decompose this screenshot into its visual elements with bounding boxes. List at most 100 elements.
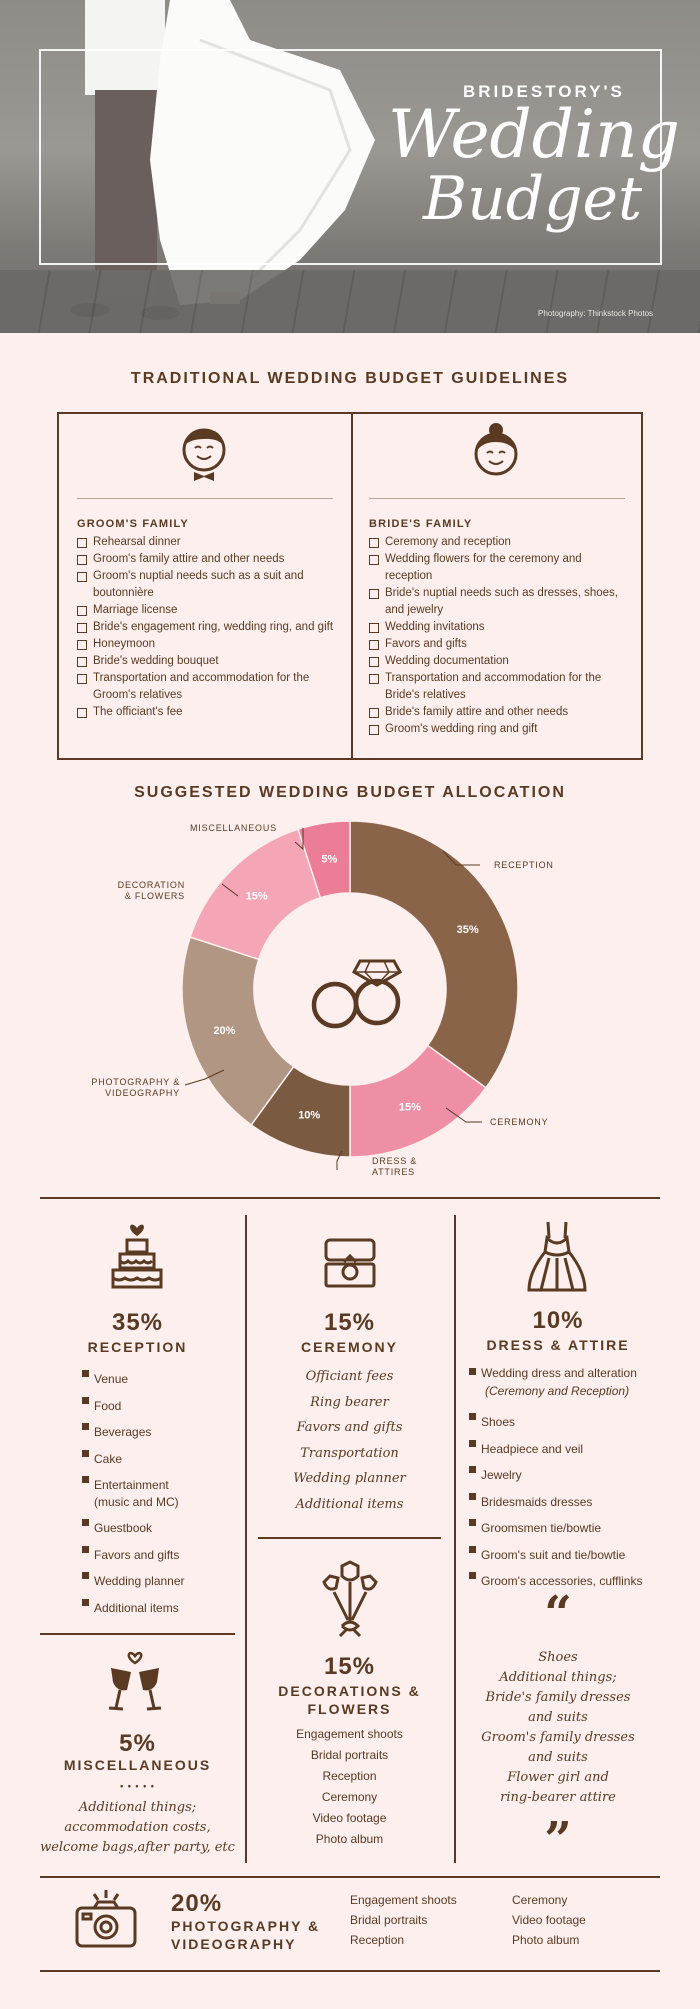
list-item: accommodation costs,	[64, 1820, 211, 1835]
title-frame	[39, 49, 662, 265]
misc-percent: 5%	[119, 1730, 156, 1757]
photo-percent: 20%	[171, 1890, 223, 1917]
list-item: Honeymoon	[77, 636, 337, 653]
close-quote-icon: ”	[544, 1812, 572, 1868]
dress-label: DRESS & ATTIRE	[486, 1337, 630, 1353]
list-item: Bride's nuptial needs such as dresses, s…	[369, 585, 629, 619]
guidelines-box: GROOM'S FAMILY Rehearsal dinner Groom's …	[57, 412, 643, 760]
list-item: Bridesmaids dresses	[469, 1489, 669, 1516]
list-item: Cake	[82, 1446, 242, 1473]
list-item: Groom's suit and tie/bowtie	[469, 1542, 669, 1569]
list-item: Wedding dress and alteration (Ceremony an…	[469, 1364, 669, 1409]
list-item: Entertainment (music and MC)	[82, 1472, 242, 1515]
list-item: Wedding planner	[82, 1568, 242, 1595]
misc-dots: • • • • •	[120, 1781, 155, 1791]
list-item: Beverages	[82, 1419, 242, 1446]
quote-text: Shoes Additional things; Bride's family …	[456, 1648, 660, 1808]
list-item: Wedding planner	[293, 1471, 406, 1486]
list-item: Transportation and accommodation for the…	[77, 670, 337, 704]
list-item: Photo album	[315, 1832, 384, 1846]
bride-heading: BRIDE'S FAMILY	[369, 518, 473, 530]
ceremony-label: CEREMONY	[301, 1339, 398, 1355]
slice-miscellaneous	[297, 820, 351, 899]
list-item: Additional items	[295, 1496, 404, 1512]
list-item: Shoes	[538, 1650, 578, 1665]
list-item: Officiant fees	[305, 1369, 394, 1384]
cake-icon	[111, 1224, 163, 1289]
list-item: Groom's wedding ring and gift	[369, 721, 629, 738]
list-item: Transportation	[300, 1445, 399, 1461]
list-item: Bride's family dresses	[485, 1690, 631, 1705]
label-photography: PHOTOGRAPHY & VIDEOGRAPHY	[91, 1077, 180, 1098]
list-item: Reception	[350, 1933, 405, 1947]
list-item: Ceremony and reception	[369, 534, 629, 551]
reception-percent: 35%	[111, 1309, 164, 1336]
list-item: Transportation and accommodation for the…	[369, 670, 629, 704]
slice-value-label: 35%	[457, 924, 479, 936]
label-dress: DRESS & ATTIRES	[372, 1156, 418, 1177]
ceremony-list: Officiant fees Ring bearer Favors and gi…	[247, 1364, 452, 1517]
list-item: Jewelry	[469, 1462, 669, 1489]
list-item: Groom's nuptial needs such as a suit and…	[77, 568, 337, 602]
list-item: Wedding invitations	[369, 619, 629, 636]
list-item: Groom's family attire and other needs	[77, 551, 337, 568]
slice-value-label: 15%	[399, 1102, 421, 1114]
hero-banner: BRIDESTORY'S Wedding Budget Photography:…	[0, 0, 700, 333]
list-item: Venue	[82, 1366, 242, 1393]
title-wedding: Wedding	[388, 96, 680, 173]
list-item: Marriage license	[77, 602, 337, 619]
slice-photography-videography	[181, 936, 295, 1126]
list-item: Ring bearer	[310, 1394, 389, 1410]
groom-column: GROOM'S FAMILY Rehearsal dinner Groom's …	[59, 414, 349, 758]
list-item: Bridal portraits	[310, 1748, 389, 1762]
ring-box-icon	[324, 1238, 376, 1288]
chart-title: SUGGESTED WEDDING BUDGET ALLOCATION	[134, 784, 566, 801]
decorations-percent: 15%	[323, 1653, 376, 1680]
list-item: Ceremony	[512, 1893, 568, 1907]
photo-list-2: Ceremony Video footage Photo album	[512, 1890, 586, 1950]
list-item: Video footage	[312, 1811, 387, 1825]
reception-list: Venue Food Beverages Cake Entertainment(…	[82, 1366, 242, 1621]
guidelines-title: TRADITIONAL WEDDING BUDGET GUIDELINES	[130, 370, 570, 387]
misc-label: MISCELLANEOUS	[63, 1757, 212, 1773]
reception-label: RECEPTION	[87, 1339, 188, 1355]
list-item: Additional things;	[78, 1800, 197, 1815]
flowers-icon	[322, 1560, 378, 1638]
list-item: and suits	[528, 1710, 588, 1725]
photo-credit: Photography: Thinkstock Photos	[538, 309, 654, 318]
label-ceremony: CEREMONY	[490, 1117, 549, 1127]
slice-value-label: 15%	[246, 891, 268, 903]
list-item: Guestbook	[82, 1515, 242, 1542]
list-item: Bride's family attire and other needs	[369, 704, 629, 721]
dress-icon	[527, 1221, 587, 1292]
decorations-list: Engagement shoots Bridal portraits Recep…	[247, 1724, 452, 1850]
bride-icon	[474, 423, 518, 476]
list-item: ring-bearer attire	[500, 1790, 616, 1805]
list-item: Bridal portraits	[350, 1913, 428, 1927]
donut-chart: 35% 15% 10% 20% 15% 5%	[181, 820, 519, 1170]
list-item: Groom's family dresses	[481, 1730, 635, 1745]
rings-icon	[311, 959, 403, 1029]
list-item: Reception	[322, 1769, 377, 1783]
list-item: Shoes	[469, 1409, 669, 1436]
list-item: Groom's accessories, cufflinks	[469, 1568, 669, 1595]
title-budget: Budget	[423, 164, 643, 234]
camera-icon	[75, 1890, 137, 1948]
toast-glasses-icon	[108, 1651, 162, 1711]
list-item: and suits	[528, 1750, 588, 1765]
dress-list: Wedding dress and alteration (Ceremony an…	[469, 1364, 669, 1595]
list-item: Engagement shoots	[350, 1893, 457, 1907]
list-item: Food	[82, 1393, 242, 1420]
slice-reception	[349, 820, 519, 1089]
photo-label: PHOTOGRAPHY & VIDEOGRAPHY	[171, 1918, 321, 1952]
list-item: Wedding flowers for the ceremony and rec…	[369, 551, 629, 585]
ceremony-percent: 15%	[323, 1309, 376, 1336]
slice-value-label: 10%	[298, 1110, 320, 1122]
open-quote-icon: “	[544, 1586, 572, 1642]
list-item: Headpiece and veil	[469, 1436, 669, 1463]
list-item: The officiant's fee	[77, 704, 337, 721]
groom-icon	[182, 428, 226, 481]
dress-percent: 10%	[532, 1307, 584, 1334]
label-reception: RECEPTION	[494, 860, 554, 870]
brand-name: BRIDESTORY'S	[463, 82, 625, 101]
